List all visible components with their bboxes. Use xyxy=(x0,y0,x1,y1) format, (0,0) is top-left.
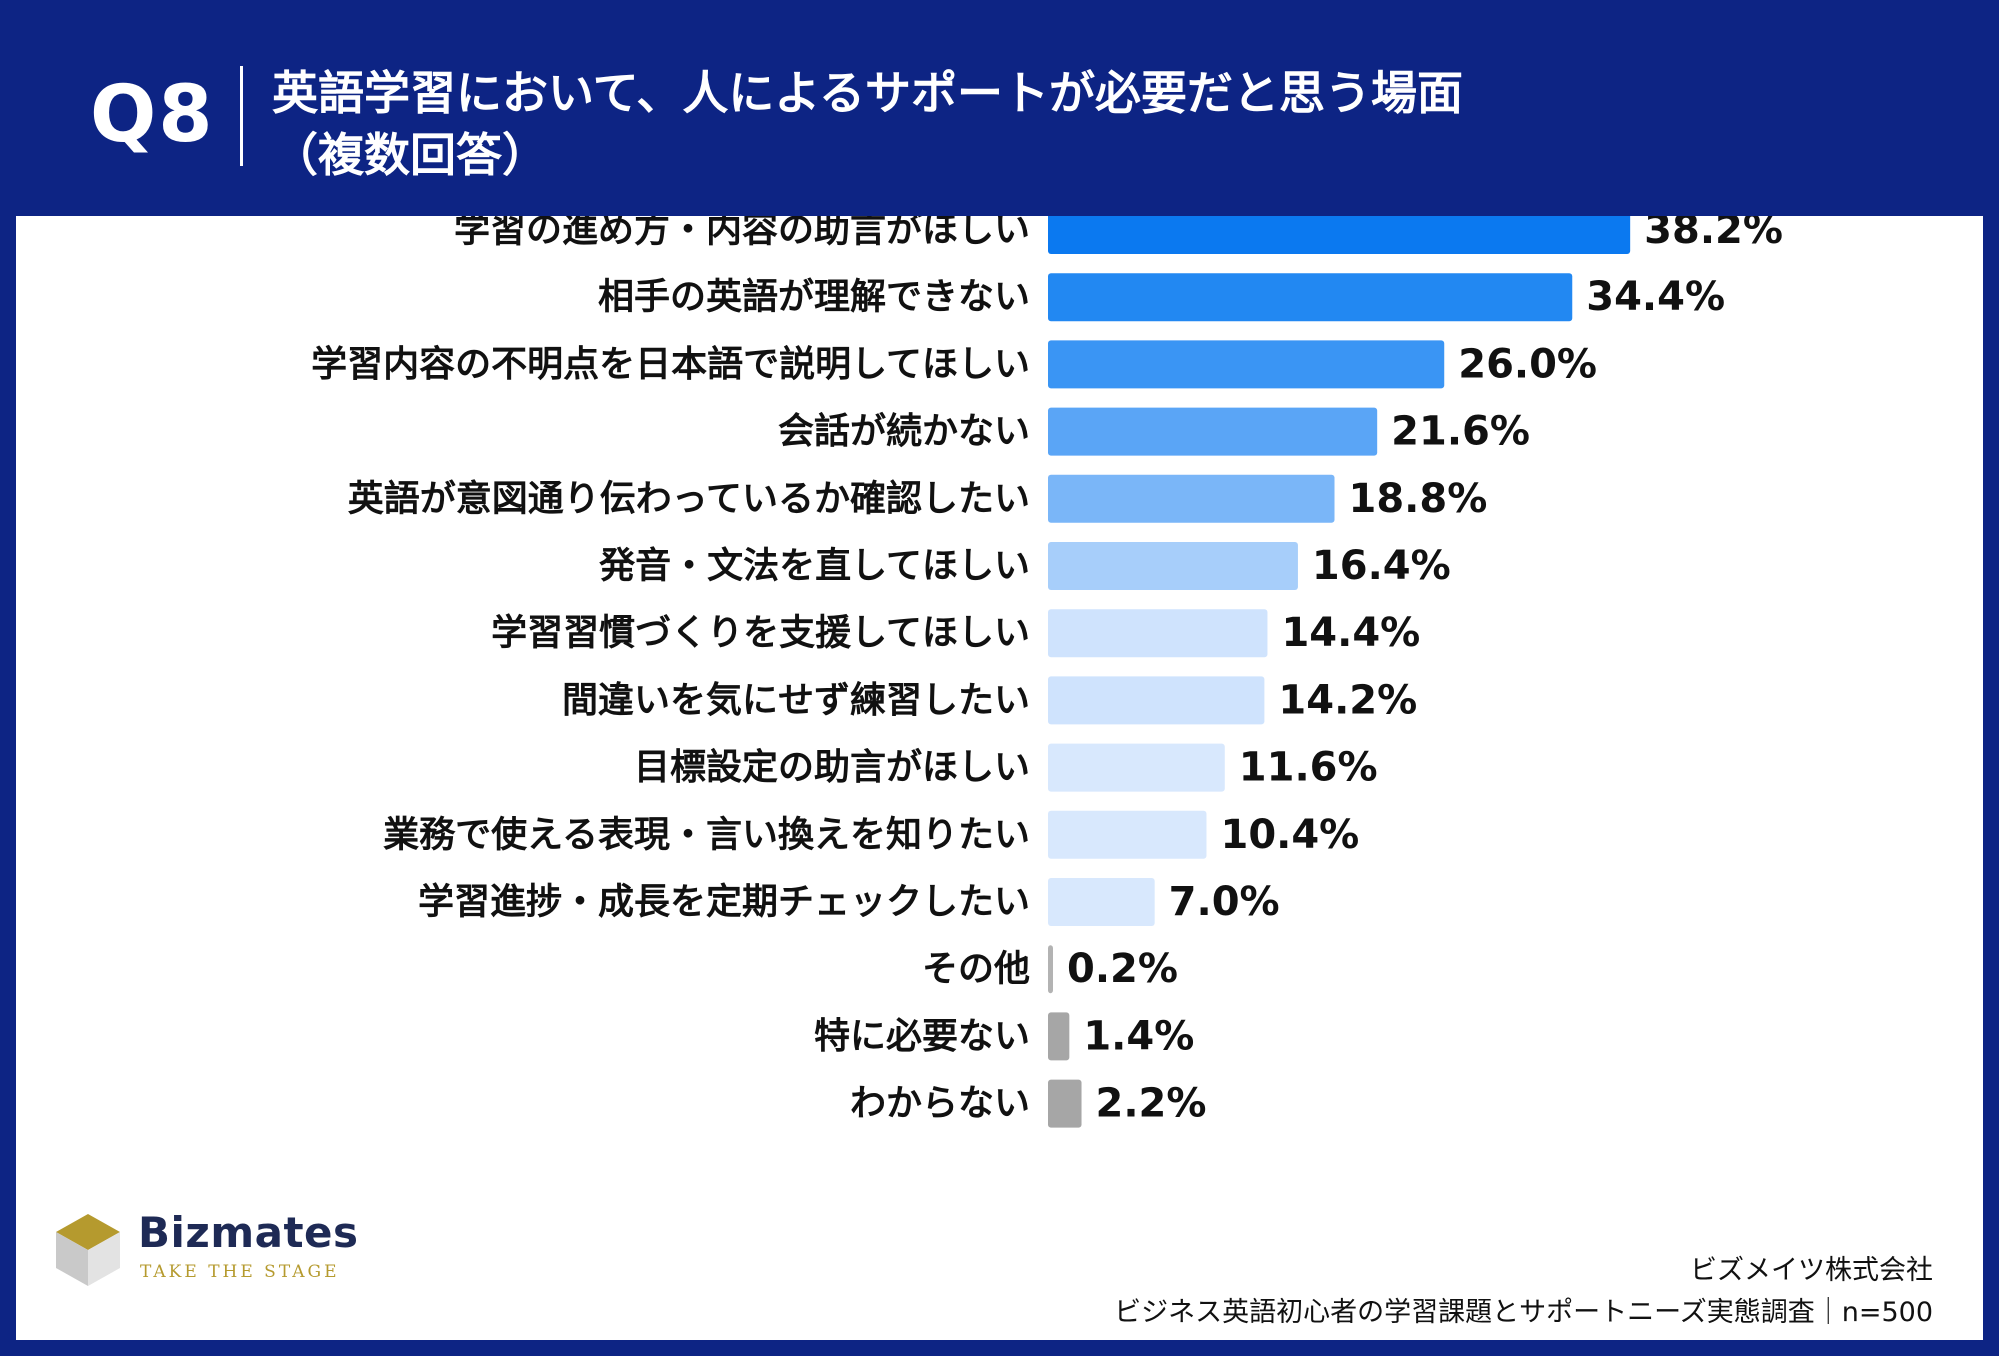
category-label: 学習習慣づくりを支援してほしい xyxy=(491,612,1030,654)
value-label: 38.2% xyxy=(1644,216,1783,253)
category-label: 業務で使える表現・言い換えを知りたい xyxy=(383,814,1030,855)
bar xyxy=(1048,676,1265,725)
category-label: 目標設定の助言がほしい xyxy=(634,747,1030,788)
question-number: Q8 xyxy=(90,70,215,160)
page-title: 英語学習において、人によるサポートが必要だと思う場面 （複数回答） xyxy=(272,62,1922,186)
title-line-1: 英語学習において、人によるサポートが必要だと思う場面 xyxy=(272,66,1463,120)
value-label: 2.2% xyxy=(1096,1081,1207,1127)
title-line-2: （複数回答） xyxy=(272,128,548,182)
bar xyxy=(1048,273,1573,322)
footer-survey: ビジネス英語初心者の学習課題とサポートニーズ実態調査｜n=500 xyxy=(1114,1297,1933,1328)
bar xyxy=(1048,542,1298,590)
category-label: 英語が意図通り伝わっているか確認したい xyxy=(348,478,1030,519)
bar xyxy=(1048,810,1207,859)
chart-panel: 学習の進め方・内容の助言がほしい 38.2% 相手の英語が理解できない 34.4% 学習… xyxy=(16,216,1983,1340)
category-label: 間違いを気にせず練習したい xyxy=(562,680,1030,721)
bar xyxy=(1048,216,1631,254)
header: Q8 英語学習において、人によるサポートが必要だと思う場面 （複数回答） xyxy=(0,0,1999,215)
value-label: 34.4% xyxy=(1586,274,1725,320)
bar xyxy=(1048,609,1268,658)
footer-company: ビズメイツ株式会社 xyxy=(1690,1255,1933,1286)
logo-name: Bizmates xyxy=(138,1208,359,1257)
category-label: 学習進捗・成長を定期チェックしたい xyxy=(418,881,1030,923)
bar-chart: 学習の進め方・内容の助言がほしい 38.2% 相手の英語が理解できない 34.4% 学習… xyxy=(311,216,1783,1128)
bar xyxy=(1048,743,1225,792)
bizmates-logo-icon xyxy=(56,1214,120,1286)
value-label: 16.4% xyxy=(1312,543,1451,589)
header-divider xyxy=(240,66,243,166)
value-label: 26.0% xyxy=(1458,341,1597,387)
category-label: 相手の英語が理解できない xyxy=(598,277,1030,318)
category-label: 発音・文法を直してほしい xyxy=(599,546,1030,587)
bar xyxy=(1048,878,1155,926)
value-label: 14.4% xyxy=(1281,610,1420,656)
value-label: 0.2% xyxy=(1067,946,1178,992)
category-label: 会話が続かない xyxy=(778,411,1030,452)
bar xyxy=(1048,340,1445,389)
logo-tagline: TAKE THE STAGE xyxy=(140,1262,340,1282)
category-label: わからない xyxy=(850,1083,1030,1124)
bar xyxy=(1048,1079,1082,1128)
value-label: 1.4% xyxy=(1083,1013,1194,1059)
value-label: 18.8% xyxy=(1349,476,1488,522)
bar xyxy=(1048,474,1335,523)
value-label: 21.6% xyxy=(1391,409,1530,455)
value-label: 14.2% xyxy=(1278,677,1417,723)
category-label: 学習内容の不明点を日本語で説明してほしい xyxy=(311,343,1030,385)
bar xyxy=(1048,407,1378,456)
category-label: 特に必要ない xyxy=(814,1016,1030,1057)
value-label: 11.6% xyxy=(1239,745,1378,791)
value-label: 10.4% xyxy=(1220,812,1359,858)
bar xyxy=(1048,1012,1070,1061)
value-label: 7.0% xyxy=(1169,879,1280,925)
category-label: その他 xyxy=(922,949,1030,990)
bar xyxy=(1048,945,1053,994)
category-label: 学習の進め方・内容の助言がほしい xyxy=(454,216,1030,251)
